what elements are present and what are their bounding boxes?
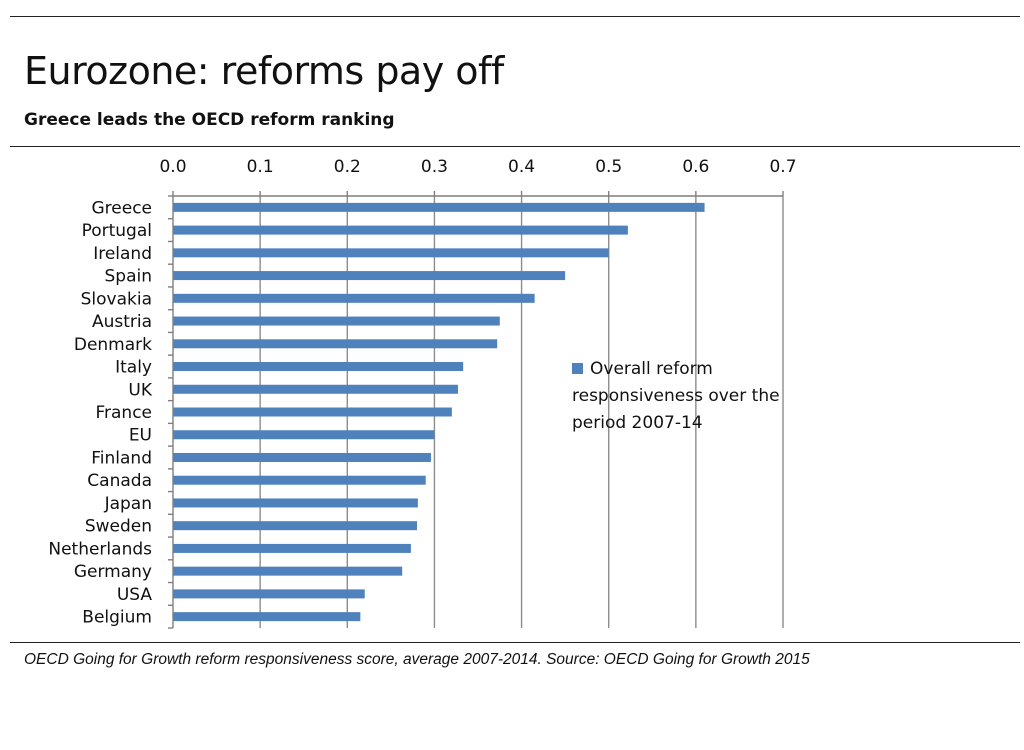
footnote-rule — [10, 642, 1020, 643]
x-tick-label: 0.3 — [421, 157, 448, 177]
x-tick-label: 0.0 — [159, 157, 186, 177]
bar — [173, 225, 628, 235]
subtitle-rule — [10, 146, 1020, 147]
bar — [173, 430, 435, 440]
bar — [173, 612, 361, 622]
category-label: Spain — [105, 267, 153, 287]
x-tick-label: 0.6 — [682, 157, 709, 177]
bar — [173, 543, 411, 553]
footnote: OECD Going for Growth reform responsiven… — [24, 651, 810, 668]
category-label: Portugal — [82, 221, 152, 241]
category-label: EU — [129, 426, 152, 446]
bar — [173, 293, 535, 303]
bar — [173, 316, 500, 326]
category-label: Austria — [92, 312, 152, 332]
bar — [173, 362, 464, 372]
bars — [173, 202, 705, 622]
category-label: France — [95, 403, 152, 423]
category-label: Slovakia — [81, 289, 152, 309]
bar — [173, 521, 417, 531]
x-tick-label: 0.4 — [508, 157, 535, 177]
bar — [173, 202, 705, 212]
category-label: Netherlands — [48, 539, 152, 559]
category-label: Germany — [74, 562, 152, 582]
chart-subtitle: Greece leads the OECD reform ranking — [24, 110, 395, 130]
chart-legend: Overall reform responsiveness over the p… — [572, 356, 822, 437]
category-label: UK — [128, 380, 152, 400]
x-tick-label: 0.7 — [769, 157, 796, 177]
legend-swatch — [572, 363, 583, 374]
bar — [173, 589, 365, 599]
page-title: Eurozone: reforms pay off — [24, 49, 504, 94]
axes — [168, 191, 784, 629]
category-label: Finland — [91, 448, 152, 468]
legend-label: Overall reform responsiveness over the p… — [572, 359, 780, 433]
category-label: USA — [117, 585, 153, 605]
bar — [173, 566, 403, 576]
top-rule — [10, 16, 1020, 17]
x-tick-labels: 0.0 0.1 0.2 0.3 0.4 0.5 0.6 0.7 — [159, 157, 796, 177]
x-tick-label: 0.2 — [334, 157, 361, 177]
category-label: Belgium — [82, 608, 152, 628]
bar — [173, 475, 426, 485]
category-label: Denmark — [74, 335, 152, 355]
category-label: Ireland — [93, 244, 152, 264]
bar — [173, 339, 498, 349]
category-label: Greece — [91, 198, 152, 218]
bar — [173, 248, 609, 258]
category-label: Canada — [87, 471, 152, 491]
category-label: Sweden — [85, 517, 152, 537]
x-tick-label: 0.1 — [247, 157, 274, 177]
bar — [173, 271, 566, 281]
bar — [173, 498, 418, 508]
bar — [173, 384, 458, 394]
x-tick-label: 0.5 — [595, 157, 622, 177]
bar — [173, 407, 452, 417]
bar-chart: 0.0 0.1 0.2 0.3 0.4 0.5 0.6 0.7 Greece Portugal I… — [48, 157, 797, 629]
category-label: Japan — [104, 494, 152, 514]
bar — [173, 452, 431, 462]
category-label: Italy — [115, 358, 152, 378]
